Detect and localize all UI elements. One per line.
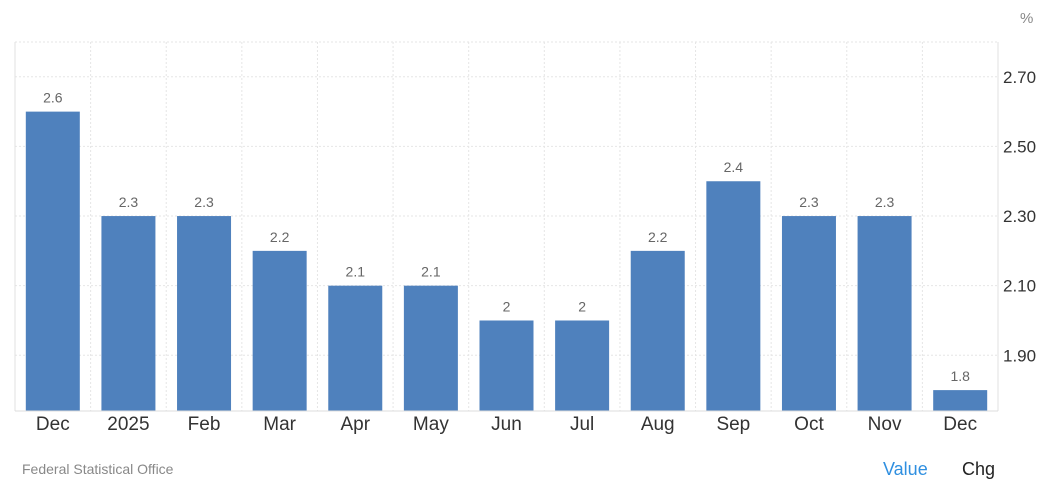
y-tick-label: 1.90 [1003,346,1036,365]
bar [781,216,836,411]
data-label: 2.1 [346,264,366,280]
bar-chart: 1.90 2.10 2.30 2.50 2.70% 2.6 Dec 2.3 2025 2.3 Feb… [14,10,1036,435]
bar [101,216,156,411]
x-tick-label: Dec [36,414,70,435]
value-button[interactable]: Value [883,459,928,479]
data-label: 2.4 [724,159,744,175]
bar [857,216,912,411]
x-tick-label: Apr [340,414,370,435]
data-label: 2.3 [194,194,214,210]
data-label: 2.2 [648,229,668,245]
bar [177,216,232,411]
x-tick-label: Jul [570,414,594,435]
x-tick-label: Nov [868,414,902,435]
bar [933,390,988,411]
y-tick-label: 2.70 [1003,68,1036,87]
x-tick-label: Sep [716,414,750,435]
x-tick-label: Aug [641,414,675,435]
data-label: 2.3 [875,194,895,210]
bar [25,111,80,411]
x-tick-label: Dec [943,414,977,435]
data-label: 2.3 [799,194,819,210]
data-label: 2.3 [119,194,139,210]
y-tick-label: 2.50 [1003,137,1036,156]
y-unit-label: % [1020,10,1033,27]
bar [706,181,761,411]
x-tick-label: May [413,414,449,435]
data-label: 2.6 [43,90,63,106]
data-label: 1.8 [950,368,970,384]
bar [328,285,383,411]
data-label: 2.1 [421,264,441,280]
bar [403,285,458,411]
y-tick-label: 2.10 [1003,277,1036,296]
x-tick-label: Oct [794,414,824,435]
bar [630,250,685,411]
bar [252,250,307,411]
bar [555,320,610,411]
source-label: Federal Statistical Office [22,461,174,477]
data-label: 2 [578,298,586,314]
bar [479,320,534,411]
x-tick-label: Feb [188,414,221,435]
chg-button[interactable]: Chg [962,459,996,479]
x-tick-label: Jun [491,414,522,435]
x-tick-label: 2025 [107,414,149,435]
data-label: 2.2 [270,229,290,245]
y-tick-label: 2.30 [1003,207,1036,226]
data-label: 2 [503,298,511,314]
x-tick-label: Mar [263,414,296,435]
